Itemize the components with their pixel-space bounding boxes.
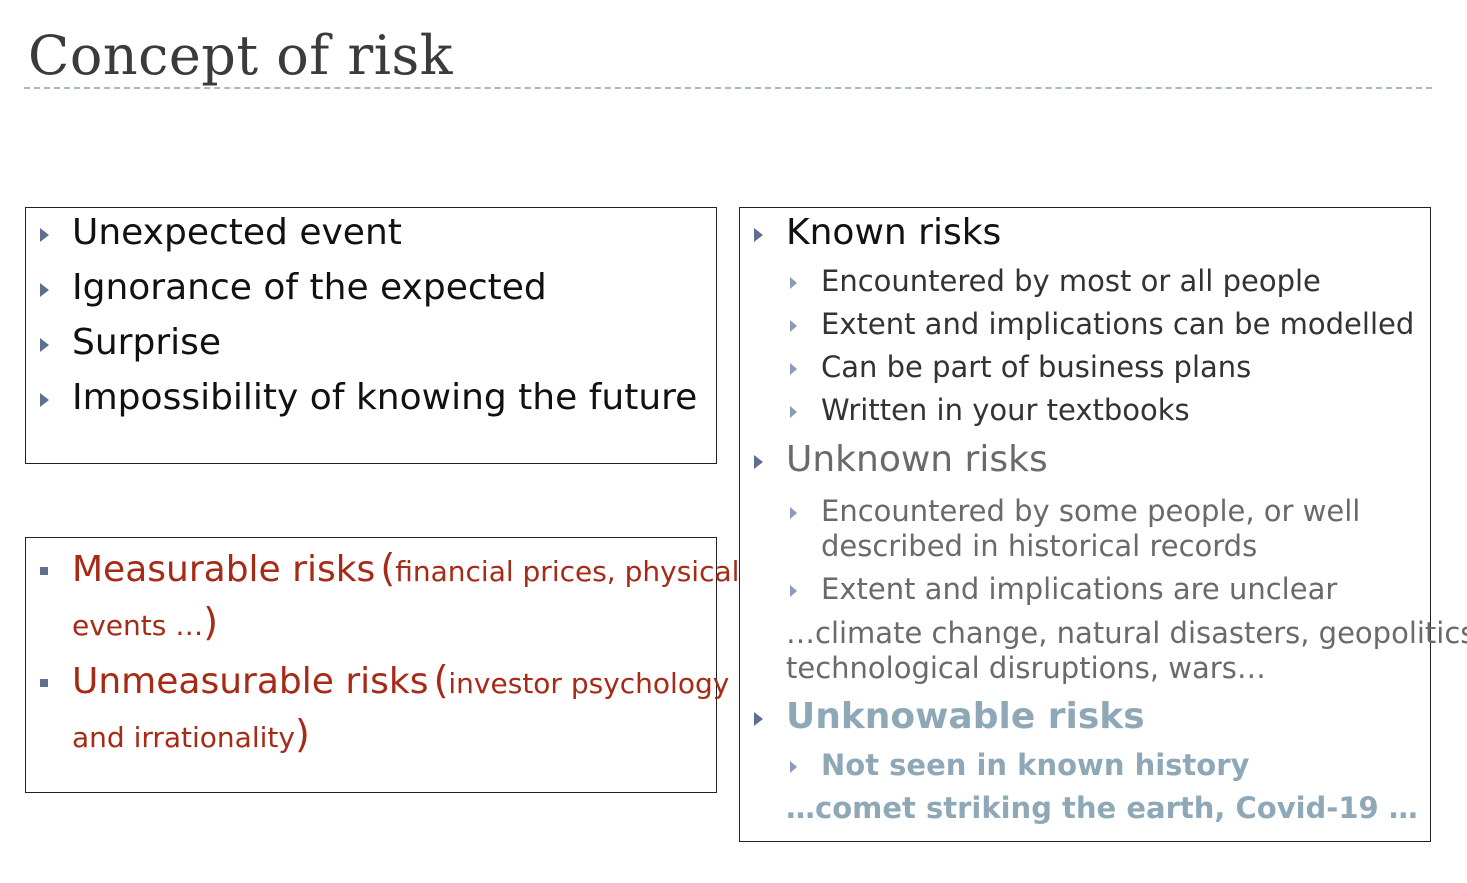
known-risks-heading: Known risks: [786, 212, 1002, 253]
known-risk-item: Encountered by most or all people: [821, 264, 1321, 298]
measurable-risks-line-2: events …): [72, 600, 218, 644]
close-paren: ): [203, 600, 219, 644]
unmeasurable-risks-line-2: and irrationality): [72, 712, 310, 756]
bullet-square-icon: [40, 679, 48, 687]
sub-bullet-arrow-icon: [790, 320, 797, 332]
definition-item: Unexpected event: [72, 212, 402, 253]
unknown-risks-heading: Unknown risks: [786, 439, 1048, 480]
bullet-arrow-icon: [40, 393, 49, 407]
bullet-arrow-icon: [40, 283, 49, 297]
known-risk-item: Written in your textbooks: [821, 393, 1190, 427]
sub-bullet-arrow-icon: [790, 761, 797, 773]
unmeasurable-risks-line: Unmeasurable risks (investor psychology: [72, 658, 729, 702]
bullet-arrow-icon: [40, 228, 49, 242]
measurable-risks-detail-cont: events …: [72, 609, 204, 642]
unknown-risk-item-cont: described in historical records: [821, 529, 1258, 563]
measurable-risks-detail: financial prices, physical: [395, 555, 740, 588]
sub-bullet-arrow-icon: [790, 585, 797, 597]
bullet-arrow-icon: [754, 228, 763, 242]
risk-types-box: Known risks Encountered by most or all p…: [739, 207, 1467, 842]
definition-item: Surprise: [72, 322, 222, 363]
title-divider: [24, 87, 1432, 89]
unmeasurable-risks-detail: investor psychology: [448, 667, 730, 700]
measurable-risks-label: Measurable risks: [72, 549, 376, 590]
unknowable-risk-item: Not seen in known history: [821, 748, 1250, 782]
sub-bullet-arrow-icon: [790, 277, 797, 289]
unmeasurable-risks-label: Unmeasurable risks: [72, 661, 429, 702]
unmeasurable-risks-detail-cont: and irrationality: [72, 721, 295, 754]
risk-measurability-box: Measurable risks (financial prices, phys…: [25, 537, 739, 793]
bullet-arrow-icon: [754, 712, 763, 726]
page-title: Concept of risk: [28, 24, 453, 87]
open-paren: (: [433, 658, 449, 702]
unknown-risks-examples-cont: technological disruptions, wars…: [786, 651, 1266, 685]
bullet-square-icon: [40, 567, 48, 575]
open-paren: (: [380, 546, 396, 590]
unknowable-risks-examples: …comet striking the earth, Covid-19 …: [786, 791, 1418, 825]
definition-item: Ignorance of the expected: [72, 267, 547, 308]
unknown-risk-item: Extent and implications are unclear: [821, 572, 1338, 606]
bullet-arrow-icon: [40, 338, 49, 352]
sub-bullet-arrow-icon: [790, 406, 797, 418]
definitions-box: Unexpected event Ignorance of the expect…: [25, 207, 717, 464]
unknown-risk-item: Encountered by some people, or well: [821, 494, 1361, 528]
known-risk-item: Extent and implications can be modelled: [821, 307, 1415, 341]
bullet-arrow-icon: [754, 455, 763, 469]
measurable-risks-line: Measurable risks (financial prices, phys…: [72, 546, 739, 590]
unknown-risks-examples: …climate change, natural disasters, geop…: [786, 616, 1467, 650]
unknowable-risks-heading: Unknowable risks: [786, 696, 1145, 737]
definition-item: Impossibility of knowing the future: [72, 377, 698, 418]
close-paren: ): [294, 712, 310, 756]
sub-bullet-arrow-icon: [790, 507, 797, 519]
known-risk-item: Can be part of business plans: [821, 350, 1252, 384]
sub-bullet-arrow-icon: [790, 363, 797, 375]
